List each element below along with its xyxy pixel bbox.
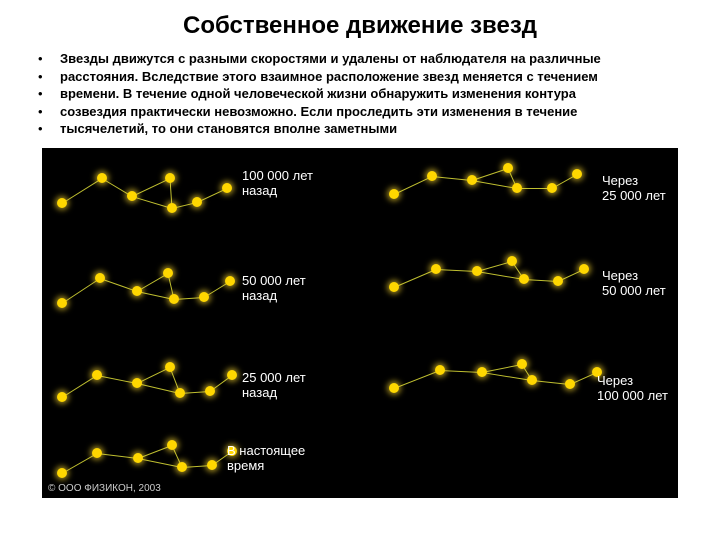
copyright-text: © ООО ФИЗИКОН, 2003 [48, 483, 161, 494]
bullet-item: •Звезды движутся с разными скоростями и … [60, 50, 690, 68]
constellation-edge [477, 271, 524, 280]
star [97, 173, 107, 183]
star [517, 359, 527, 369]
constellation-edge [482, 364, 522, 373]
constellation-edge [97, 453, 138, 459]
star [92, 448, 102, 458]
star [553, 276, 563, 286]
star [95, 273, 105, 283]
panel-label: 25 000 лет назад [242, 370, 306, 400]
star [57, 198, 67, 208]
bullet-dot: • [38, 103, 43, 121]
bullet-text: Звезды движутся с разными скоростями и у… [60, 50, 601, 68]
star [527, 375, 537, 385]
star [507, 256, 517, 266]
star [225, 276, 235, 286]
star [127, 191, 137, 201]
bullet-list: • Звезды движутся с разными скоростями и … [0, 50, 720, 148]
panel-label: Через 100 000 лет [597, 373, 668, 403]
star [467, 175, 477, 185]
star [207, 460, 217, 470]
star [389, 282, 399, 292]
star [165, 362, 175, 372]
constellation-edge [394, 269, 436, 288]
constellation-edge [62, 375, 98, 398]
star [472, 266, 482, 276]
star [92, 370, 102, 380]
star [222, 183, 232, 193]
star [519, 274, 529, 284]
bullet-item: •расстояния. Вследствие этого взаимное р… [60, 68, 690, 86]
star [57, 468, 67, 478]
star [503, 163, 513, 173]
constellation-edge [394, 370, 440, 389]
bullet-dot: • [38, 68, 43, 86]
star [547, 183, 557, 193]
star [227, 370, 237, 380]
star [389, 383, 399, 393]
bullet-text: расстояния. Вследствие этого взаимное ра… [60, 68, 598, 86]
bullet-text: созвездия практически невозможно. Если п… [60, 103, 577, 121]
constellation-edge [62, 178, 103, 204]
star [427, 171, 437, 181]
constellation-edge [436, 269, 477, 272]
constellation-edge [62, 278, 101, 304]
panel-label: В настоящее время [227, 443, 305, 473]
star [167, 203, 177, 213]
constellation-diagram: 100 000 лет назад 50 000 лет назад 25 000 … [42, 148, 678, 498]
bullet-dot: • [38, 120, 43, 138]
constellation-edge [62, 453, 97, 474]
panel-label: 100 000 лет назад [242, 168, 313, 198]
star [167, 440, 177, 450]
star [175, 388, 185, 398]
star [579, 264, 589, 274]
constellation-edge [137, 383, 180, 394]
bullet-item: •времени. В течение одной человеческой ж… [60, 85, 690, 103]
constellation-edge [482, 372, 532, 381]
bullet-dot: • [38, 85, 43, 103]
star [565, 379, 575, 389]
star [132, 286, 142, 296]
star [169, 294, 179, 304]
star [133, 453, 143, 463]
bullet-item: •созвездия практически невозможно. Если … [60, 103, 690, 121]
bullet-dot: • [38, 50, 43, 68]
page-title: Собственное движение звезд [0, 0, 720, 50]
constellation-edge [472, 180, 517, 189]
panel-label: Через 50 000 лет [602, 268, 666, 298]
star [163, 268, 173, 278]
star [199, 292, 209, 302]
star [512, 183, 522, 193]
bullet-text: тысячелетий, то они становятся вполне за… [60, 120, 397, 138]
bullet-text: времени. В течение одной человеческой жи… [60, 85, 576, 103]
constellation-edge [394, 176, 432, 195]
star [572, 169, 582, 179]
star [177, 462, 187, 472]
star [389, 189, 399, 199]
star [477, 367, 487, 377]
constellation-edge [138, 458, 182, 468]
constellation-edge [440, 370, 482, 373]
star [192, 197, 202, 207]
star [431, 264, 441, 274]
panel-label: 50 000 лет назад [242, 273, 306, 303]
star [165, 173, 175, 183]
star [132, 378, 142, 388]
panel-label: Через 25 000 лет [602, 173, 666, 203]
star [57, 298, 67, 308]
star [205, 386, 215, 396]
constellation-edge [132, 178, 170, 197]
star [435, 365, 445, 375]
bullet-item: • тысячелетий, то они становятся вполне … [60, 120, 690, 138]
star [57, 392, 67, 402]
